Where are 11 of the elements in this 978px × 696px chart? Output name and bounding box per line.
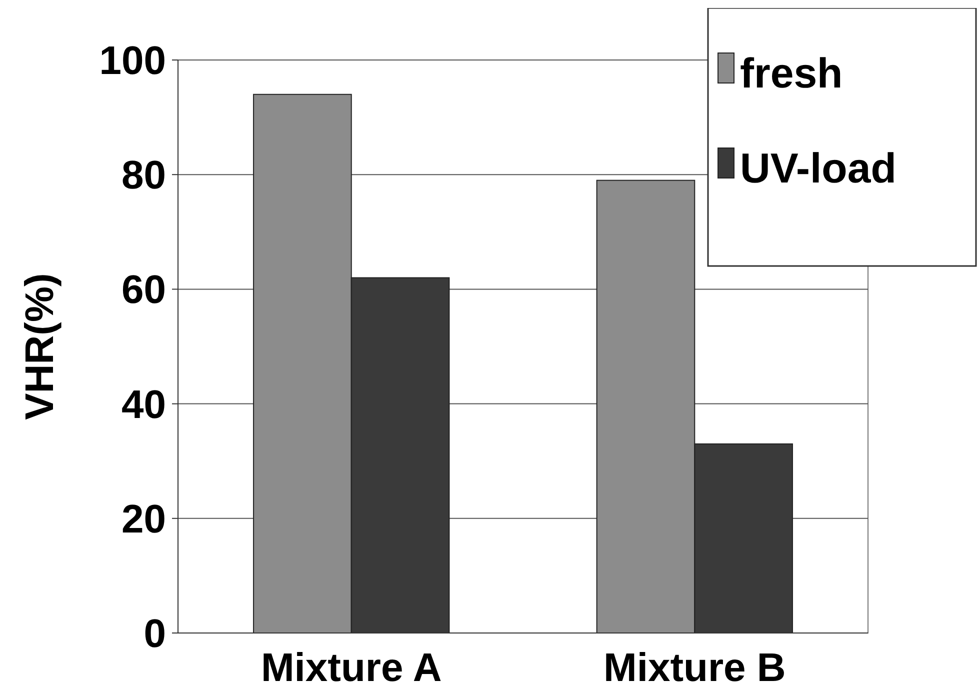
y-tick-label: 0: [144, 612, 166, 656]
x-tick-label: Mixture A: [260, 646, 442, 690]
y-tick-label: 60: [122, 268, 166, 312]
y-tick-label: 40: [122, 382, 166, 427]
legend-label: fresh: [740, 50, 843, 97]
y-tick-label: 100: [99, 39, 166, 83]
y-tick-label: 20: [122, 497, 166, 542]
y-tick-label: 80: [122, 154, 166, 198]
y-axis-title: VHR(%): [18, 273, 62, 420]
legend-label: UV-load: [740, 144, 896, 192]
x-tick-label: Mixture B: [604, 646, 786, 690]
